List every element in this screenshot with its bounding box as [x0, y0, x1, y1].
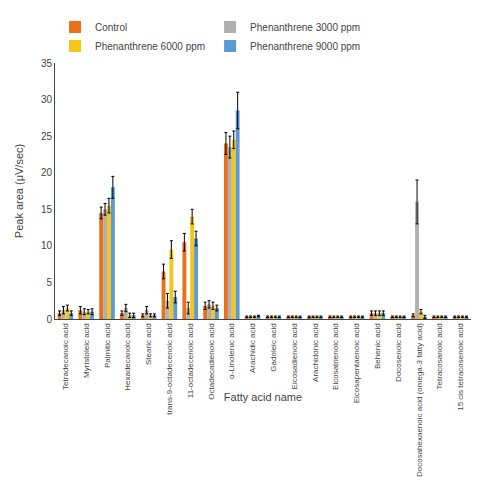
svg-text:Octadecadienoic acid: Octadecadienoic acid [207, 323, 216, 400]
svg-text:Peak area (μV/sec): Peak area (μV/sec) [13, 144, 25, 238]
svg-text:Phenanthrene 6000 ppm: Phenanthrene 6000 ppm [95, 41, 205, 52]
svg-text:30: 30 [41, 94, 53, 105]
svg-text:Fatty acid name: Fatty acid name [224, 391, 302, 403]
svg-text:Gadoleic acid: Gadoleic acid [269, 323, 278, 371]
svg-text:Tetradecanoic acid: Tetradecanoic acid [61, 323, 70, 390]
svg-text:Hexadecanoic acid: Hexadecanoic acid [123, 323, 132, 391]
svg-text:Arachidonic acid: Arachidonic acid [311, 323, 320, 382]
svg-text:15: 15 [41, 204, 53, 215]
svg-text:15 cis tetracosenoic acid: 15 cis tetracosenoic acid [456, 323, 465, 411]
svg-text:10: 10 [41, 240, 53, 251]
svg-text:20: 20 [41, 167, 53, 178]
svg-text:Eicosadienoic acid: Eicosadienoic acid [290, 323, 299, 389]
svg-text:Stearic acid: Stearic acid [144, 323, 153, 365]
svg-text:Palmitic acid: Palmitic acid [103, 323, 112, 368]
svg-text:Docosahexaenoic acid (omega-3: Docosahexaenoic acid (omega-3 fatty acid… [415, 323, 424, 477]
svg-text:5: 5 [46, 277, 52, 288]
svg-text:Eicosatrienoic acid: Eicosatrienoic acid [331, 323, 340, 390]
svg-text:25: 25 [41, 131, 53, 142]
svg-text:0: 0 [46, 314, 52, 325]
svg-text:Arachidic acid: Arachidic acid [248, 323, 257, 373]
svg-text:Tetracosanoic acid: Tetracosanoic acid [435, 323, 444, 389]
svg-text:35: 35 [41, 58, 53, 69]
svg-text:Control: Control [95, 22, 127, 33]
svg-text:Phenanthrene 9000 ppm: Phenanthrene 9000 ppm [250, 41, 360, 52]
svg-text:11-octadecenoic acid: 11-octadecenoic acid [186, 323, 195, 398]
svg-text:Behenic acid: Behenic acid [373, 323, 382, 369]
svg-text:trans-9-octadecenoic acid: trans-9-octadecenoic acid [165, 323, 174, 415]
svg-text:Phenanthrene 3000 ppm: Phenanthrene 3000 ppm [250, 22, 360, 33]
svg-text:Docosenoic acid: Docosenoic acid [394, 323, 403, 382]
svg-text:Eicosapentaenoic acid: Eicosapentaenoic acid [352, 323, 361, 403]
svg-text:α-Linolenic acid: α-Linolenic acid [227, 323, 236, 379]
svg-text:Myristoleic acid: Myristoleic acid [82, 323, 91, 378]
